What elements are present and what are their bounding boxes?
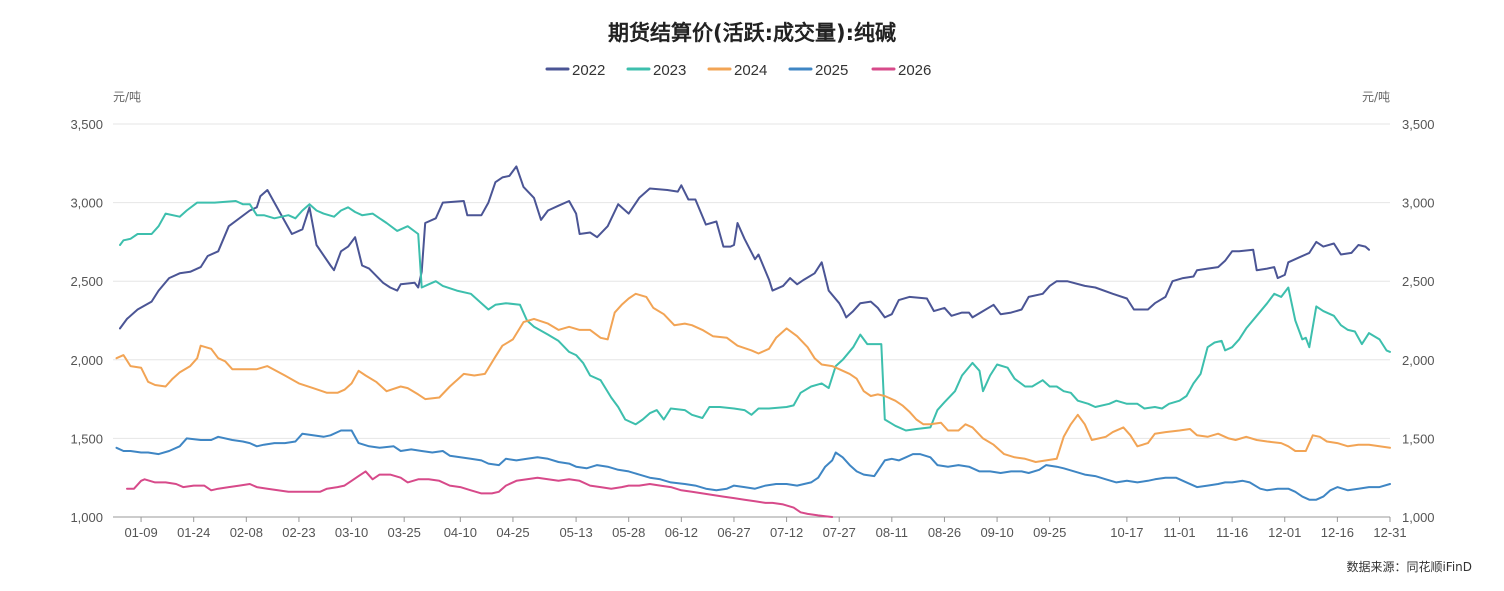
legend-item-2022[interactable]: 2022 xyxy=(545,62,605,79)
y-tick-label-right: 3,000 xyxy=(1402,196,1435,211)
x-tick-label: 02-23 xyxy=(282,525,315,540)
y-tick-label-right: 2,000 xyxy=(1402,353,1435,368)
legend-label: 2025 xyxy=(815,62,848,79)
x-tick-label: 02-08 xyxy=(230,525,263,540)
series-line-2024 xyxy=(115,292,1391,463)
x-tick-label: 01-09 xyxy=(124,525,157,540)
series-line-2023 xyxy=(119,200,1391,432)
y-axis-left: 1,000 1,500 2,000 2,500 3,000 3,500 xyxy=(70,117,103,525)
legend-label: 2023 xyxy=(653,62,686,79)
y-tick-label-left: 1,500 xyxy=(70,431,103,446)
y-axis-right: 1,000 1,500 2,000 2,500 3,000 3,500 xyxy=(1402,117,1435,525)
series-line-2025 xyxy=(115,429,1391,501)
x-tick-label: 05-13 xyxy=(559,525,592,540)
y-tick-label-left: 2,000 xyxy=(70,353,103,368)
x-tick-label: 12-31 xyxy=(1373,525,1406,540)
x-tick-label: 06-12 xyxy=(665,525,698,540)
grid xyxy=(113,123,1390,439)
x-tick-label: 09-25 xyxy=(1033,525,1066,540)
y-tick-label-right: 1,500 xyxy=(1402,431,1435,446)
series-line-2022 xyxy=(119,165,1370,330)
legend-label: 2026 xyxy=(898,62,931,79)
x-tick-label: 11-16 xyxy=(1216,525,1248,540)
x-tick-label: 01-24 xyxy=(177,525,210,540)
x-axis: 01-09 01-24 02-08 02-23 03-10 03-25 04-10 04-25… xyxy=(113,516,1407,540)
series-lines xyxy=(115,165,1391,518)
y-tick-label-right: 3,500 xyxy=(1402,117,1435,132)
x-tick-label: 07-27 xyxy=(823,525,856,540)
y-tick-label-right: 1,000 xyxy=(1402,510,1435,525)
x-tick-label: 08-26 xyxy=(928,525,961,540)
x-tick-label: 03-25 xyxy=(388,525,421,540)
y-tick-label-left: 1,000 xyxy=(70,510,103,525)
x-tick-label: 09-10 xyxy=(980,525,1013,540)
y-tick-label-left: 3,500 xyxy=(70,117,103,132)
legend-item-2024[interactable]: 2024 xyxy=(707,62,767,79)
legend-label: 2024 xyxy=(734,62,767,79)
y-tick-label-right: 2,500 xyxy=(1402,274,1435,289)
y-tick-label-left: 3,000 xyxy=(70,196,103,211)
x-tick-label: 03-10 xyxy=(335,525,368,540)
legend-label: 2022 xyxy=(572,62,605,79)
legend-item-2023[interactable]: 2023 xyxy=(626,62,686,79)
y-tick-label-left: 2,500 xyxy=(70,274,103,289)
chart-title: 期货结算价(活跃:成交量):纯碱 xyxy=(608,21,896,45)
legend-item-2025[interactable]: 2025 xyxy=(788,62,848,79)
x-tick-label: 08-11 xyxy=(876,525,908,540)
x-tick-label: 10-17 xyxy=(1110,525,1143,540)
legend-item-2026[interactable]: 2026 xyxy=(871,62,931,79)
x-tick-label: 06-27 xyxy=(717,525,750,540)
x-tick-label: 11-01 xyxy=(1163,525,1195,540)
x-tick-label: 04-25 xyxy=(496,525,529,540)
x-tick-label: 12-16 xyxy=(1321,525,1354,540)
series-line-2026 xyxy=(126,470,834,518)
data-source: 数据来源：同花顺iFinD xyxy=(1346,559,1472,574)
legend[interactable]: 2022 2023 2024 2025 2026 xyxy=(545,62,931,79)
x-tick-label: 07-12 xyxy=(770,525,803,540)
x-tick-label: 05-28 xyxy=(612,525,645,540)
y-axis-unit-right: 元/吨 xyxy=(1362,90,1390,104)
x-tick-label: 12-01 xyxy=(1268,525,1301,540)
y-axis-unit-left: 元/吨 xyxy=(113,90,141,104)
x-tick-label: 04-10 xyxy=(444,525,477,540)
